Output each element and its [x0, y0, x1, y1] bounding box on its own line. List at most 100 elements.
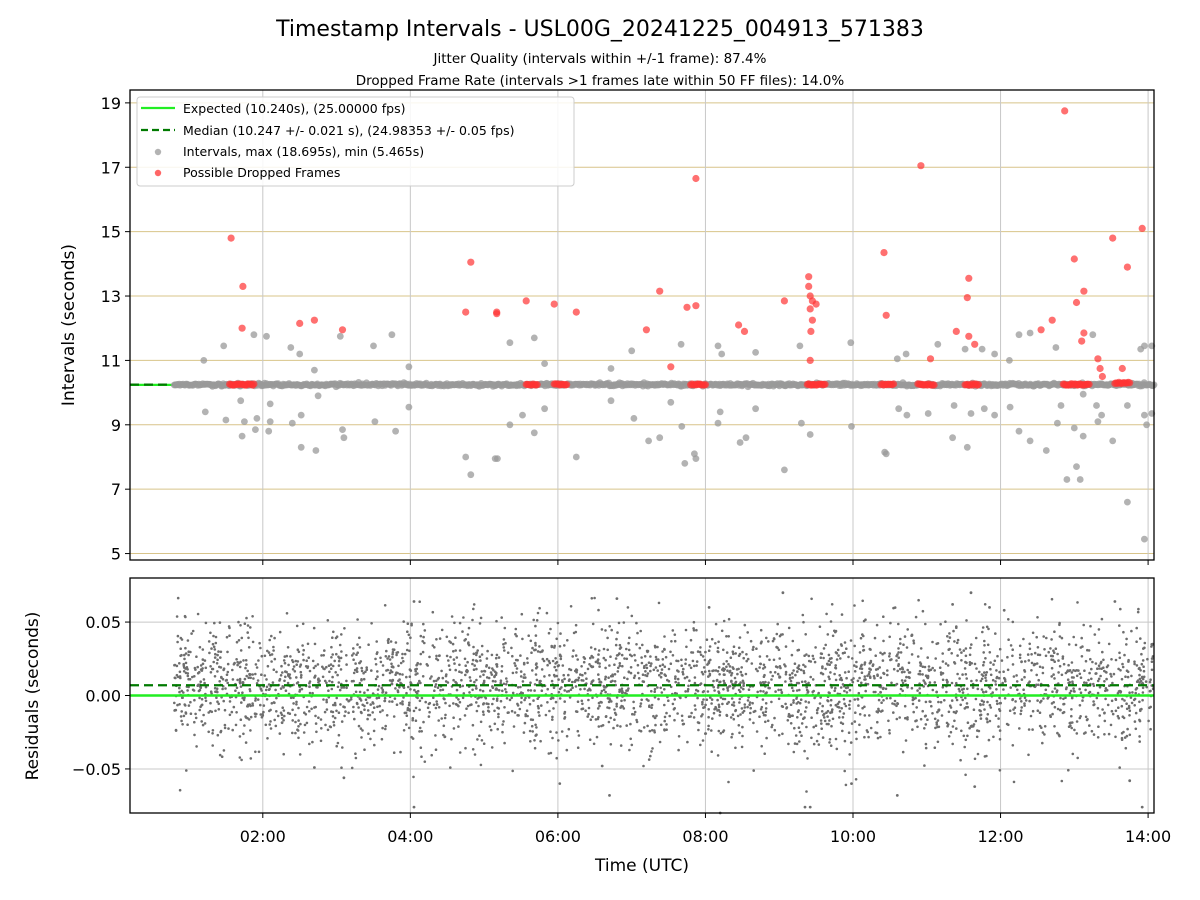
- interval-outlier-point: [848, 423, 855, 430]
- dropped-frame-point: [952, 327, 960, 335]
- residual-point: [497, 712, 500, 716]
- residual-point: [797, 681, 801, 685]
- residual-point: [414, 706, 418, 710]
- residual-point: [833, 689, 836, 693]
- residual-point: [906, 686, 909, 689]
- residual-point: [939, 700, 943, 704]
- residual-point: [696, 650, 700, 653]
- residual-point: [842, 697, 846, 701]
- residual-point: [527, 634, 530, 637]
- residual-point: [963, 745, 966, 749]
- residual-point: [608, 625, 611, 628]
- residual-point: [978, 670, 981, 674]
- residual-point: [442, 724, 446, 728]
- residual-point: [438, 637, 442, 640]
- residual-point: [829, 671, 832, 674]
- residual-point: [216, 653, 219, 657]
- residual-point: [741, 725, 744, 729]
- residual-point: [319, 718, 323, 721]
- residual-point: [986, 713, 990, 716]
- residual-point: [888, 652, 891, 655]
- residual-point: [269, 720, 272, 723]
- residual-point: [1020, 706, 1023, 709]
- residual-point: [759, 628, 763, 632]
- residual-point: [851, 657, 854, 660]
- interval-outlier-point: [519, 411, 526, 419]
- residual-point: [680, 664, 683, 667]
- residual-point: [698, 650, 702, 654]
- residual-point: [447, 664, 451, 667]
- residual-point: [181, 723, 184, 726]
- residual-point: [184, 615, 187, 619]
- residual-point: [244, 715, 247, 718]
- interval-outlier-point: [370, 342, 377, 350]
- residual-point: [457, 725, 460, 728]
- residual-point: [921, 673, 924, 676]
- residual-point: [607, 676, 610, 679]
- residual-point: [841, 729, 844, 733]
- residual-point: [239, 649, 243, 652]
- residual-point: [399, 661, 403, 665]
- residual-point: [337, 711, 341, 714]
- residual-point: [1111, 712, 1115, 716]
- residual-point: [384, 655, 388, 658]
- residual-point: [714, 622, 718, 626]
- dropped-frame-point: [808, 316, 817, 324]
- residual-point: [876, 667, 880, 671]
- residual-point: [615, 654, 619, 657]
- residual-point: [650, 750, 653, 753]
- residual-point: [580, 699, 584, 703]
- residual-point: [285, 654, 289, 658]
- residual-point: [789, 722, 793, 725]
- residual-point: [442, 733, 445, 737]
- residual-point: [981, 630, 984, 634]
- residual-point: [731, 713, 735, 716]
- residual-point: [1060, 636, 1064, 640]
- residual-point: [303, 723, 307, 727]
- residual-point: [1001, 681, 1004, 685]
- residual-point: [401, 700, 404, 703]
- residual-point: [461, 630, 464, 633]
- residual-point: [716, 698, 719, 702]
- residual-point: [579, 673, 582, 676]
- residual-point: [614, 683, 617, 687]
- residual-point: [604, 629, 607, 632]
- residual-point: [485, 665, 488, 668]
- residual-point: [500, 616, 504, 619]
- residual-point: [362, 671, 365, 675]
- residual-point: [618, 664, 622, 668]
- residual-point: [416, 672, 419, 675]
- interval-outlier-point: [978, 345, 986, 353]
- residual-point: [1064, 687, 1068, 691]
- residual-point: [1130, 629, 1133, 633]
- residual-point: [740, 673, 744, 677]
- residual-point: [896, 653, 899, 656]
- residual-point: [731, 732, 734, 736]
- residual-point: [1030, 669, 1033, 672]
- residual-point: [419, 652, 423, 656]
- residual-point: [923, 681, 927, 684]
- residual-outlier-point: [803, 805, 807, 809]
- residual-point: [717, 729, 721, 733]
- residual-point: [499, 699, 503, 703]
- residual-point: [311, 659, 315, 663]
- residual-point: [665, 728, 668, 731]
- residual-point: [959, 758, 962, 762]
- residual-point: [451, 642, 455, 646]
- residual-point: [413, 688, 416, 692]
- residual-point: [1076, 756, 1079, 760]
- residual-point: [737, 688, 741, 692]
- residual-point: [1067, 643, 1071, 646]
- residual-point: [396, 689, 400, 692]
- residual-point: [530, 651, 533, 654]
- residual-point: [1011, 744, 1015, 747]
- residual-point: [895, 717, 899, 721]
- residual-point: [264, 688, 268, 692]
- residual-point: [199, 668, 203, 671]
- residual-point: [621, 691, 625, 694]
- residual-point: [685, 675, 689, 679]
- residual-point: [829, 744, 833, 747]
- residual-outlier-point: [808, 805, 812, 809]
- residual-point: [900, 670, 904, 674]
- residual-point: [555, 637, 558, 641]
